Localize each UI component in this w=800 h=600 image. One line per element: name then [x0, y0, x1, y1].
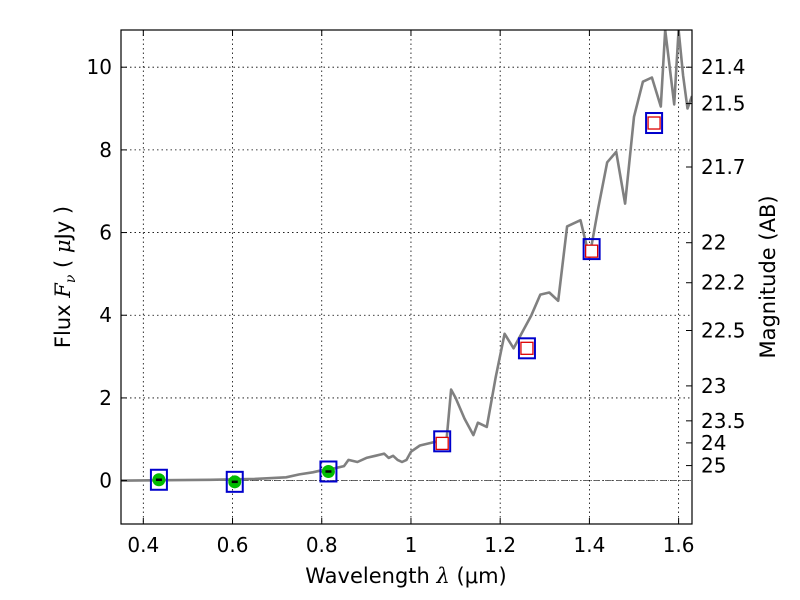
observed-flux-marker — [225, 470, 244, 493]
model-flux-marker — [520, 341, 534, 355]
y-tick-label: 4 — [99, 303, 112, 327]
y-tick-label: 8 — [99, 138, 112, 162]
mag-tick-label: 22 — [701, 231, 726, 255]
mag-tick-label: 24 — [701, 431, 726, 455]
x-tick-label: 1.4 — [573, 533, 605, 557]
mag-tick-label: 23 — [701, 374, 726, 398]
grid — [121, 30, 692, 524]
observed-flux-marker — [645, 112, 664, 135]
y-tick-label: 2 — [99, 386, 112, 410]
observed-flux-marker — [582, 238, 601, 261]
tick-marks — [121, 30, 692, 524]
y-tick-label: 0 — [99, 469, 112, 493]
model-spectrum-line — [121, 30, 692, 482]
observed-flux-marker — [149, 468, 168, 491]
model-flux-marker — [584, 244, 599, 258]
x-tick-label: 1.2 — [484, 533, 516, 557]
model-flux-marker — [647, 116, 661, 130]
x-tick-label: 0.8 — [306, 533, 338, 557]
observed-flux-marker — [517, 337, 536, 360]
plot-frame — [120, 29, 693, 525]
x-tick-label: 1 — [405, 533, 418, 557]
observed-flux-marker — [433, 430, 452, 453]
x-axis-label: Wavelength λ (μm) — [305, 564, 506, 588]
mag-tick-label: 21.4 — [701, 55, 746, 79]
plot-area — [121, 30, 692, 493]
y-axis-label: Flux Fν ( μJy ) — [51, 206, 79, 348]
mag-tick-label: 22.2 — [701, 271, 746, 295]
y-tick-label: 6 — [99, 221, 112, 245]
right-axis-label: Magnitude (AB) — [756, 195, 780, 358]
y-tick-label: 10 — [87, 55, 112, 79]
x-tick-label: 1.6 — [663, 533, 695, 557]
mag-tick-label: 25 — [701, 454, 726, 478]
mag-tick-label: 22.5 — [701, 319, 746, 343]
model-flux-marker — [435, 436, 449, 451]
x-tick-label: 0.6 — [217, 533, 249, 557]
x-tick-label: 0.4 — [127, 533, 159, 557]
mag-tick-label: 23.5 — [701, 409, 746, 433]
mag-tick-label: 21.5 — [701, 92, 746, 116]
mag-tick-label: 21.7 — [701, 155, 746, 179]
observed-flux-marker — [319, 460, 338, 483]
